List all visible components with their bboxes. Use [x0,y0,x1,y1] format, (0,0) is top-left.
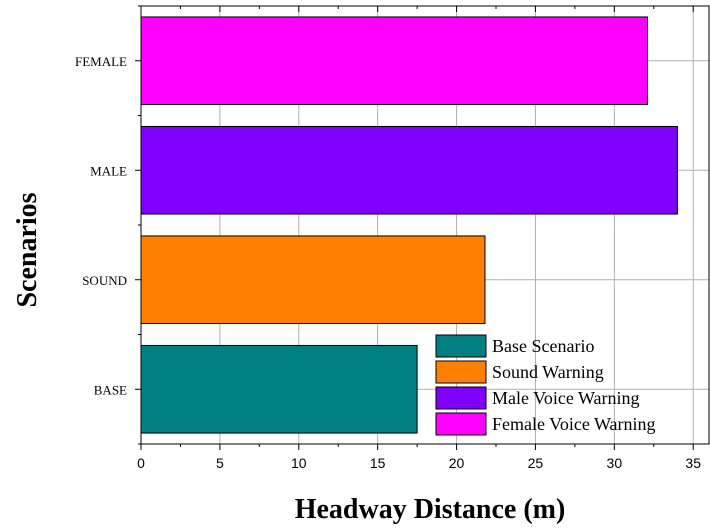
x-tick-label: 0 [137,455,145,471]
x-axis-title: Headway Distance (m) [295,494,566,525]
y-tick-label: SOUND [82,273,127,288]
bar-male [140,125,678,215]
legend-label: Female Voice Warning [492,414,656,434]
bar-female [140,16,648,106]
legend: Base Scenario Sound Warning Male Voice War… [435,334,656,436]
legend-swatch [435,360,487,384]
x-tick-label: 20 [449,455,465,471]
x-tick-label: 35 [685,455,701,471]
legend-swatch [435,386,487,410]
legend-label: Male Voice Warning [492,388,640,408]
x-tick-label: 15 [370,455,386,471]
y-axis-title: Scenarios [12,192,43,307]
bar-base [140,344,418,434]
x-tick-label: 10 [291,455,307,471]
y-tick-label: MALE [90,163,127,178]
legend-swatch [435,412,487,436]
legend-swatch [435,334,487,358]
y-axis: BASE SOUND MALE FEMALE [75,5,141,445]
bar-sound [140,235,486,325]
x-tick-label: 30 [607,455,623,471]
x-tick-label: 5 [216,455,224,471]
legend-label: Base Scenario [492,336,594,356]
y-tick-label: FEMALE [75,54,127,69]
y-tick-label: BASE [94,382,127,397]
legend-label: Sound Warning [492,362,604,382]
x-tick-label: 25 [528,455,544,471]
x-axis: 0 5 10 15 20 25 30 35 [137,6,701,471]
